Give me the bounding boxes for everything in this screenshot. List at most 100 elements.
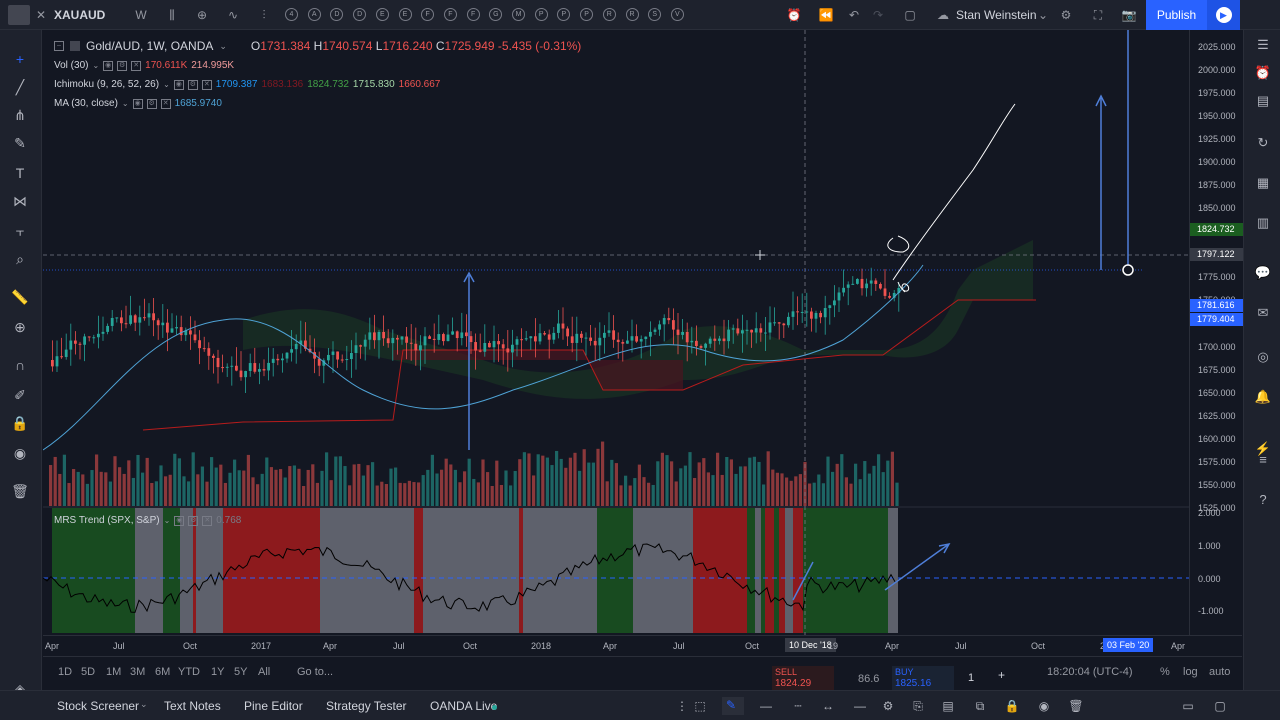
close-icon[interactable]: ✕ (160, 98, 171, 109)
messages-icon[interactable]: ✉ (1257, 305, 1269, 320)
crosshair-icon[interactable]: + (15, 51, 25, 67)
range-1y[interactable]: 1Y (211, 666, 225, 678)
range-all[interactable]: All (258, 666, 271, 678)
data-window-icon[interactable]: ▤ (1256, 93, 1270, 108)
visibility-icon[interactable]: ◉ (174, 515, 185, 526)
ichimoku-legend[interactable]: Ichimoku (9, 26, 52, 26) ⌄ ◉ ⚙ ✕ 1709.387 … (54, 79, 440, 90)
help-icon[interactable]: ? (1259, 491, 1267, 507)
compare-symbol-6[interactable]: F (421, 8, 435, 21)
hide-icon[interactable]: ◉ (1038, 699, 1050, 713)
publish-menu-button[interactable]: ▶ (1207, 0, 1240, 30)
chart-canvas[interactable] (42, 30, 1189, 635)
fullscreen-icon[interactable]: ⛶ (1093, 7, 1103, 22)
compare-symbol-13[interactable]: P (580, 8, 594, 21)
compare-symbol-8[interactable]: F (466, 8, 480, 21)
compare-symbol-1[interactable]: A (307, 8, 321, 21)
template-icon[interactable]: ⎘ (913, 698, 923, 713)
chevron-down-icon[interactable]: ⌄ (121, 99, 129, 108)
pen-icon[interactable]: ✎ (722, 697, 744, 715)
symbol-name[interactable]: XAUAUD (54, 8, 106, 22)
ma-legend[interactable]: MA (30, close) ⌄ ◉ ⚙ ✕ 1685.9740 (54, 98, 222, 109)
log-toggle[interactable]: log (1183, 666, 1198, 678)
collapse-icon[interactable]: – (54, 41, 64, 51)
compare-symbol-17[interactable]: V (670, 8, 684, 21)
watchlist-icon[interactable]: ☰ (1257, 37, 1269, 52)
visibility-icon[interactable]: ◉ (103, 60, 114, 71)
line-end-icon[interactable]: — (854, 699, 866, 713)
compare-symbol-10[interactable]: M (512, 8, 525, 21)
settings-icon[interactable]: ⚙ (187, 79, 198, 90)
cloud-icon[interactable]: ☁ (937, 8, 949, 22)
lock-icon[interactable]: 🔒 (11, 414, 29, 431)
publish-button[interactable]: Publish (1146, 0, 1207, 30)
compare-symbol-11[interactable]: P (534, 8, 548, 21)
visual-order-icon[interactable]: ▤ (942, 699, 954, 713)
symbol-search-icon[interactable]: ✕ (36, 8, 47, 22)
close-icon[interactable]: ✕ (131, 60, 142, 71)
arrow-style-icon[interactable]: ↔ (822, 699, 834, 713)
interval-selector[interactable]: W (135, 8, 147, 22)
settings-gear-icon[interactable]: ⚙ (1060, 8, 1072, 22)
percent-toggle[interactable]: % (1160, 666, 1170, 678)
chevron-down-icon[interactable]: ⌄ (219, 40, 227, 51)
settings-gear-icon[interactable]: ⚙ (882, 699, 894, 713)
dom-icon[interactable]: ≡ (1259, 451, 1267, 467)
compare-symbol-15[interactable]: R (625, 8, 639, 21)
layout-name[interactable]: Stan Weinstein (956, 8, 1037, 22)
order-panel-icon[interactable]: ⚡ (1254, 441, 1272, 456)
compare-symbol-14[interactable]: R (602, 8, 616, 21)
chart-style-icon[interactable]: ⫼ (169, 7, 175, 22)
buy-button[interactable]: BUY 1825.16 (892, 666, 954, 690)
undo-icon[interactable]: ↶ (848, 8, 860, 22)
chevron-down-icon[interactable]: ⌄ (140, 699, 148, 709)
minimize-icon[interactable]: ▭ (1182, 699, 1194, 713)
tab-text-notes[interactable]: Text Notes (164, 699, 221, 713)
magnet-icon[interactable]: ∩ (14, 357, 26, 373)
prediction-icon[interactable]: ⫟ (15, 222, 25, 239)
user-avatar[interactable] (8, 5, 30, 25)
range-5d[interactable]: 5D (81, 666, 96, 678)
pattern-icon[interactable]: ⋈ (13, 192, 27, 209)
goto-date-button[interactable]: Go to... (297, 666, 334, 678)
zoom-in-icon[interactable]: ⊕ (14, 318, 26, 335)
indicators-icon[interactable]: ∿ (227, 8, 239, 22)
calendar-icon[interactable]: ▦ (1256, 175, 1270, 190)
compare-symbol-3[interactable]: D (353, 8, 367, 21)
templates-icon[interactable]: ⫶ (262, 7, 266, 22)
auto-toggle[interactable]: auto (1209, 666, 1231, 678)
trend-line-icon[interactable]: ╱ (15, 78, 25, 95)
compare-symbol-7[interactable]: F (443, 8, 457, 21)
settings-icon[interactable]: ⚙ (117, 60, 128, 71)
chevron-down-icon[interactable]: ⌄ (92, 61, 100, 70)
range-1d[interactable]: 1D (58, 666, 73, 678)
chart-pane[interactable] (42, 30, 1189, 635)
layout-icon[interactable]: ▢ (904, 8, 916, 22)
compare-symbol-0[interactable]: 4 (285, 8, 298, 21)
streams-icon[interactable]: ◎ (1257, 349, 1269, 364)
drag-handle-icon[interactable]: ⋮ (676, 699, 688, 713)
settings-icon[interactable]: ⚙ (146, 98, 157, 109)
range-1m[interactable]: 1M (106, 666, 122, 678)
clock-display[interactable]: 18:20:04 (UTC-4) (1047, 666, 1133, 678)
compare-symbol-5[interactable]: E (398, 8, 412, 21)
lock-icon[interactable]: 🔒 (1004, 699, 1020, 713)
trash-icon[interactable]: 🗑 (11, 482, 29, 499)
measure-icon[interactable]: 📏 (11, 288, 29, 305)
range-ytd[interactable]: YTD (178, 666, 200, 678)
tab-pine-editor[interactable]: Pine Editor (244, 699, 303, 713)
select-icon[interactable]: ⬚ (694, 699, 706, 713)
compare-add-icon[interactable]: ⊕ (196, 8, 208, 22)
brush-icon[interactable]: ✎ (14, 134, 26, 151)
alert-icon[interactable]: ⏰ (786, 8, 802, 22)
chats-icon[interactable]: 💬 (1254, 265, 1272, 280)
text-icon[interactable]: T (15, 165, 25, 181)
settings-icon[interactable]: ⚙ (188, 515, 199, 526)
chevron-down-icon[interactable]: ⌄ (1037, 8, 1049, 22)
compare-symbol-2[interactable]: D (330, 8, 344, 21)
volume-legend[interactable]: Vol (30) ⌄ ◉ ⚙ ✕ 170.611K 214.995K (54, 60, 234, 71)
camera-icon[interactable]: 📷 (1121, 8, 1137, 22)
line-width-icon[interactable]: ┄ (794, 699, 802, 713)
chevron-down-icon[interactable]: ⌄ (163, 516, 171, 525)
layers-icon[interactable]: ◈ (14, 680, 26, 697)
close-icon[interactable]: ✕ (202, 515, 213, 526)
